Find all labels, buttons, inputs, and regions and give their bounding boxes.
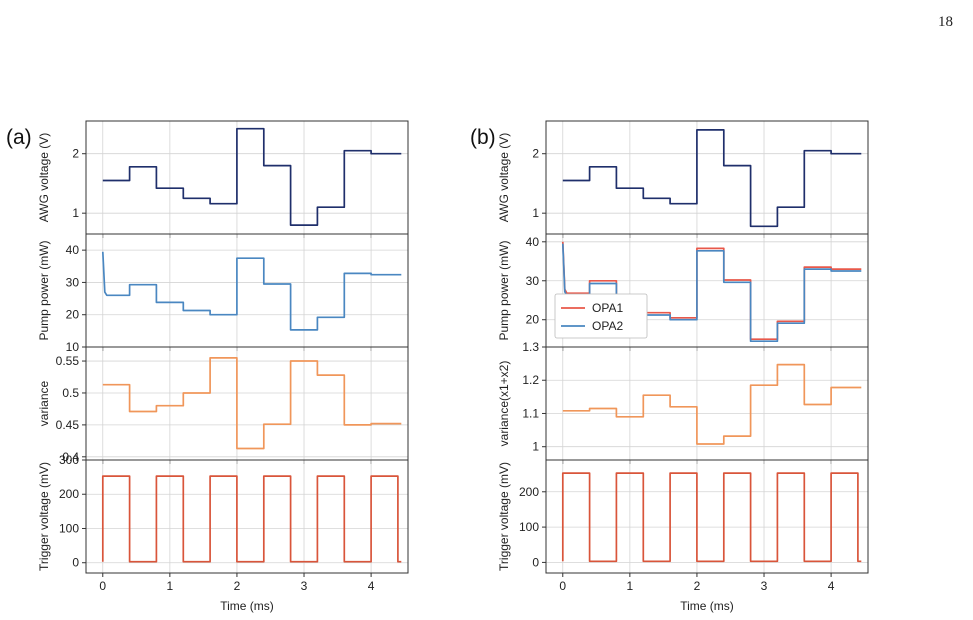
y-tick-label: 100 (59, 521, 79, 535)
legend-box (554, 293, 648, 339)
x-tick-label: 1 (167, 579, 174, 593)
y-tick-label: 0.55 (56, 354, 80, 368)
subplot: 1 2 AWG voltage (V) (497, 120, 869, 238)
subplot: 1 2 AWG voltage (V) (37, 120, 409, 238)
y-tick-label: 2 (532, 147, 539, 161)
x-tick-label: 4 (368, 579, 375, 593)
y-axis-label: variance(x1+x2) (497, 361, 511, 447)
y-tick-label: 2 (72, 147, 79, 161)
y-tick-label: 20 (526, 313, 540, 327)
y-tick-label: 0 (72, 556, 79, 570)
y-axis-label: AWG voltage (V) (37, 133, 51, 223)
y-axis-label: Trigger voltage (mV) (497, 462, 511, 571)
legend-entry: OPA1 (592, 301, 623, 315)
y-axis-label: Pump power (mW) (37, 240, 51, 340)
y-tick-label: 1 (532, 440, 539, 454)
y-tick-label: 0.5 (62, 386, 79, 400)
subplot-frame (545, 346, 869, 461)
y-tick-label: 1.2 (522, 373, 539, 387)
series-line (102, 357, 402, 450)
y-tick-label: 100 (519, 520, 539, 534)
subplot-frame (85, 233, 409, 348)
y-tick-label: 300 (59, 453, 79, 467)
series-line (562, 129, 862, 228)
subplot: 0 100 200 0 1 2 3 4 Trigger voltage (mV) (497, 459, 869, 593)
y-tick-label: 0 (532, 555, 539, 569)
y-tick-label: 1 (532, 206, 539, 220)
x-tick-label: 2 (234, 579, 241, 593)
y-tick-label: 20 (66, 308, 80, 322)
series-line (561, 472, 862, 563)
x-tick-label: 3 (761, 579, 768, 593)
y-axis-label: AWG voltage (V) (497, 133, 511, 223)
y-tick-label: 40 (66, 243, 80, 257)
x-axis-label: Time (ms) (680, 599, 734, 613)
subplot: 10 20 30 40 Pump power (mW) (37, 233, 409, 354)
subplot-frame (545, 459, 869, 574)
y-axis-label: Trigger voltage (mV) (37, 462, 51, 571)
series-line (562, 363, 862, 445)
x-tick-label: 3 (301, 579, 308, 593)
series-line (561, 243, 862, 343)
y-tick-label: 0.4 (62, 450, 79, 464)
subplot-frame (545, 120, 869, 235)
x-tick-label: 0 (99, 579, 106, 593)
y-tick-label: 0.45 (56, 418, 80, 432)
x-tick-label: 4 (828, 579, 835, 593)
y-axis-label: Pump power (mW) (497, 240, 511, 340)
subplot: 0 100 200 300 0 1 2 3 4 Trigger voltage (mV) (37, 453, 409, 593)
x-axis-label: Time (ms) (220, 599, 274, 613)
series-line (101, 475, 402, 563)
y-tick-label: 1.1 (522, 406, 539, 420)
y-tick-label: 1.3 (522, 340, 539, 354)
y-tick-label: 200 (519, 485, 539, 499)
subplot: 0.4 0.45 0.5 0.55 variance (37, 346, 409, 464)
y-tick-label: 10 (66, 340, 80, 354)
y-tick-label: 30 (66, 275, 80, 289)
y-tick-label: 1 (72, 206, 79, 220)
subplot: 20 30 40 Pump power (mW) OPA1 OPA2 (497, 233, 869, 351)
subplot-frame (85, 459, 409, 574)
subplot-frame (85, 120, 409, 235)
subplot-frame (85, 346, 409, 461)
x-tick-label: 1 (627, 579, 634, 593)
y-tick-label: 200 (59, 487, 79, 501)
panel-letter: (a) (6, 126, 32, 149)
panel-letter: (b) (470, 126, 496, 149)
y-tick-label: 30 (526, 274, 540, 288)
x-tick-label: 0 (559, 579, 566, 593)
page-number: 18 (938, 14, 953, 30)
legend-entry: OPA2 (592, 319, 623, 333)
y-tick-label: 40 (526, 235, 540, 249)
x-tick-label: 2 (694, 579, 701, 593)
y-axis-label: variance (37, 380, 51, 426)
subplot: 1 1.1 1.2 1.3 variance(x1+x2) (497, 340, 869, 464)
series-line (101, 251, 402, 331)
legend: OPA1 OPA2 (554, 293, 648, 339)
series-line (102, 127, 402, 226)
